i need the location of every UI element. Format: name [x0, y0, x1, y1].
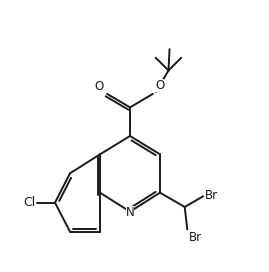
Text: Cl: Cl	[23, 196, 35, 209]
Text: O: O	[95, 80, 104, 93]
Text: Br: Br	[205, 189, 218, 202]
Text: N: N	[126, 206, 134, 219]
Text: O: O	[155, 79, 164, 92]
Text: Br: Br	[189, 231, 203, 244]
